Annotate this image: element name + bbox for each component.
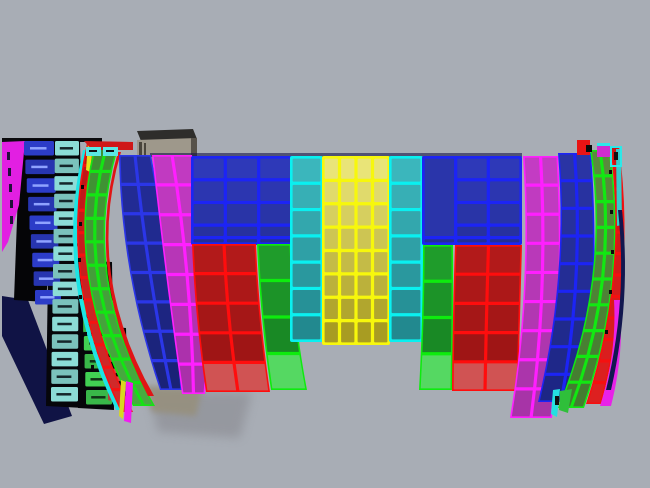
panel-group-blue-right[interactable] bbox=[422, 156, 522, 245]
outer-dark-edge-line bbox=[606, 210, 625, 390]
tip-magenta-top-right[interactable] bbox=[597, 144, 610, 157]
left-edge-specks bbox=[78, 185, 94, 369]
plate-column-cyan[interactable] bbox=[51, 141, 79, 402]
panel-group-blue-left[interactable] bbox=[191, 156, 293, 245]
panel-column-green-left[interactable] bbox=[257, 244, 307, 390]
sliver-magenta-bottom-left bbox=[124, 381, 133, 423]
tip-dark-bottom-right bbox=[555, 396, 559, 405]
panel-group-red-right[interactable] bbox=[452, 245, 522, 391]
tip-cyan-bracket-mark bbox=[614, 152, 618, 160]
right-edge-specks bbox=[605, 170, 614, 334]
panel-band-green-right-edge[interactable] bbox=[558, 150, 616, 408]
scurve-red-sliver bbox=[105, 152, 154, 396]
panel-band-navy-left[interactable] bbox=[119, 155, 182, 390]
tip-green-bottom-right bbox=[559, 389, 572, 413]
cyan-cap-marks bbox=[89, 150, 114, 152]
scurve-cyan-edge-band[interactable] bbox=[73, 150, 121, 410]
wedge-label-marks bbox=[7, 152, 13, 224]
gray-box-stripes bbox=[139, 142, 146, 158]
panel-group-red-left[interactable] bbox=[192, 244, 270, 392]
scurve-green-band[interactable] bbox=[84, 148, 155, 406]
tip-cyan-bracket bbox=[610, 146, 622, 167]
panel-group-yellow-center[interactable] bbox=[322, 156, 390, 345]
outer-cyan-edge-line bbox=[616, 149, 622, 226]
tip-red-mark bbox=[586, 145, 592, 152]
panel-column-cyan-inner-left[interactable] bbox=[290, 156, 323, 342]
panel-wedge-magenta-left[interactable] bbox=[2, 141, 25, 252]
panel-band-magenta-right[interactable] bbox=[510, 156, 561, 418]
panel-strip-magenta-outer bbox=[600, 300, 622, 406]
gray-box-top-face[interactable] bbox=[137, 129, 197, 141]
panel-column-green-right[interactable] bbox=[419, 245, 454, 390]
tip-magenta-cyan-cap bbox=[597, 143, 610, 146]
sliver-yellow-bottom-left bbox=[119, 380, 126, 419]
panel-column-cyan-inner-right[interactable] bbox=[389, 156, 423, 342]
